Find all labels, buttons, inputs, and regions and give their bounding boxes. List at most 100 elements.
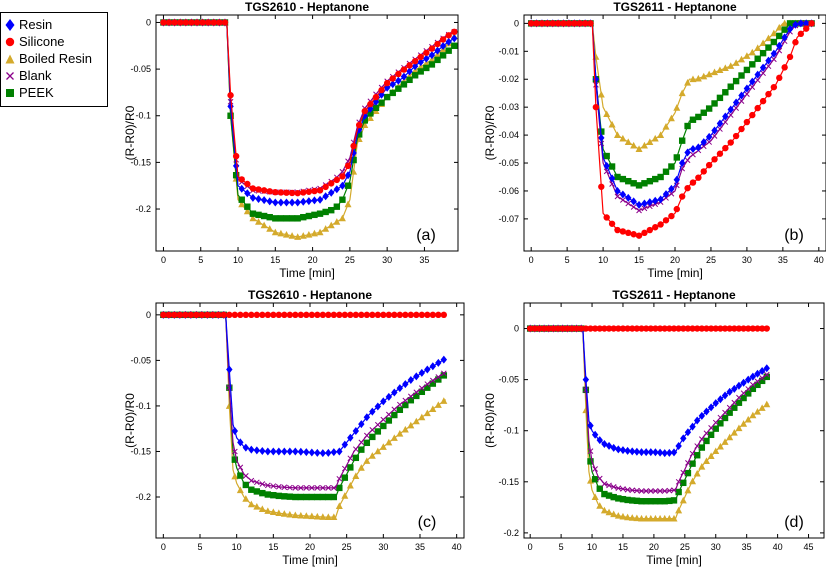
data-point-x bbox=[358, 439, 365, 446]
data-point-diamond bbox=[423, 54, 430, 63]
data-point-diamond bbox=[305, 197, 313, 206]
chart-panel: TGS2610 - Heptanone 0 5 10 15 20 25 30 35 40 0 -0.0… bbox=[123, 288, 465, 567]
data-point-square bbox=[754, 381, 761, 389]
data-point-circle bbox=[705, 161, 713, 169]
data-point-circle bbox=[204, 19, 212, 26]
data-point-x bbox=[253, 479, 260, 486]
y-tick-label: 0 bbox=[146, 310, 151, 320]
data-point-square bbox=[565, 20, 573, 27]
data-point-diamond bbox=[193, 18, 201, 27]
data-point-diamond bbox=[160, 310, 167, 319]
data-point-circle bbox=[389, 75, 396, 82]
data-point-circle bbox=[328, 180, 335, 187]
data-point-triangle bbox=[582, 406, 590, 414]
data-point-diamond bbox=[160, 18, 167, 27]
series-boiled-resin bbox=[527, 19, 799, 152]
data-point-triangle bbox=[253, 502, 261, 510]
data-point-triangle bbox=[352, 472, 360, 479]
data-point-diamond bbox=[786, 24, 794, 33]
data-point-diamond bbox=[533, 19, 540, 28]
legend-entry-silicone: Silicone bbox=[5, 33, 65, 50]
data-point-diamond bbox=[568, 324, 576, 333]
data-point-triangle bbox=[791, 19, 799, 27]
data-point-circle bbox=[248, 311, 255, 319]
data-point-square bbox=[732, 77, 740, 85]
data-point-diamond bbox=[598, 133, 605, 142]
data-point-square bbox=[176, 311, 184, 319]
x-tick-label: 20 bbox=[308, 255, 318, 265]
data-point-square bbox=[288, 215, 296, 222]
data-point-x bbox=[657, 488, 663, 494]
data-point-diamond bbox=[378, 90, 385, 99]
data-point-square bbox=[754, 55, 761, 62]
data-point-diamond bbox=[668, 184, 675, 193]
data-point-x bbox=[216, 19, 223, 26]
y-tick-label: -0.1 bbox=[135, 401, 151, 411]
data-point-circle bbox=[330, 311, 338, 319]
data-point-x bbox=[385, 411, 392, 418]
data-point-square bbox=[716, 94, 724, 102]
data-point-diamond bbox=[573, 324, 580, 333]
data-point-circle bbox=[712, 325, 719, 332]
data-point-triangle bbox=[385, 438, 393, 446]
data-point-triangle bbox=[400, 77, 408, 85]
data-point-circle bbox=[647, 325, 655, 332]
data-point-x bbox=[396, 401, 403, 408]
data-point-triangle bbox=[624, 513, 632, 521]
data-point-circle bbox=[592, 103, 600, 111]
data-point-circle bbox=[283, 189, 290, 196]
x-tick-label: 15 bbox=[634, 255, 644, 265]
data-point-triangle bbox=[159, 18, 167, 26]
data-point-square bbox=[662, 168, 670, 175]
data-point-circle bbox=[424, 311, 431, 319]
data-point-circle bbox=[238, 176, 245, 183]
data-point-triangle bbox=[440, 397, 448, 404]
data-point-x bbox=[205, 19, 212, 26]
data-point-circle bbox=[193, 311, 200, 319]
data-point-circle bbox=[722, 144, 729, 152]
data-point-diamond bbox=[210, 18, 217, 27]
data-point-triangle bbox=[225, 402, 233, 409]
data-point-diamond bbox=[559, 324, 566, 333]
data-point-diamond bbox=[406, 67, 413, 76]
data-point-circle bbox=[451, 28, 458, 35]
data-point-diamond bbox=[165, 18, 173, 27]
data-point-square bbox=[624, 496, 631, 504]
data-point-square bbox=[540, 325, 548, 332]
data-point-x bbox=[325, 485, 332, 491]
x-tick-label: 30 bbox=[378, 542, 388, 552]
data-point-triangle bbox=[698, 463, 706, 470]
data-point-square bbox=[740, 394, 747, 402]
x-tick-label: 30 bbox=[742, 255, 752, 265]
data-point-x bbox=[204, 311, 211, 318]
data-point-x bbox=[808, 20, 815, 27]
data-point-square bbox=[350, 156, 357, 164]
data-point-x bbox=[533, 20, 540, 27]
series-silicone bbox=[160, 19, 458, 197]
x-axis-label: Time [min] bbox=[646, 553, 702, 567]
data-point-x bbox=[620, 486, 626, 492]
data-point-diamond bbox=[281, 447, 288, 456]
data-point-diamond bbox=[731, 384, 738, 393]
triangle-marker-icon bbox=[5, 54, 15, 63]
data-point-circle bbox=[400, 66, 408, 73]
data-point-circle bbox=[226, 311, 233, 319]
data-point-square bbox=[385, 417, 393, 424]
data-point-x bbox=[264, 482, 271, 489]
data-point-x bbox=[317, 185, 323, 192]
series-line bbox=[163, 314, 447, 518]
data-point-square bbox=[707, 431, 715, 439]
data-point-x bbox=[740, 390, 747, 397]
data-point-circle bbox=[347, 311, 354, 319]
data-point-x bbox=[634, 487, 640, 494]
data-point-x bbox=[587, 448, 594, 455]
data-point-square bbox=[358, 446, 365, 453]
data-point-triangle bbox=[344, 200, 352, 208]
data-point-x bbox=[583, 386, 589, 393]
x-tick-label: 25 bbox=[345, 255, 355, 265]
data-point-diamond bbox=[220, 310, 228, 319]
data-point-x bbox=[544, 20, 551, 27]
data-point-circle bbox=[629, 325, 636, 332]
data-point-x bbox=[238, 179, 245, 185]
data-point-circle bbox=[727, 139, 734, 146]
